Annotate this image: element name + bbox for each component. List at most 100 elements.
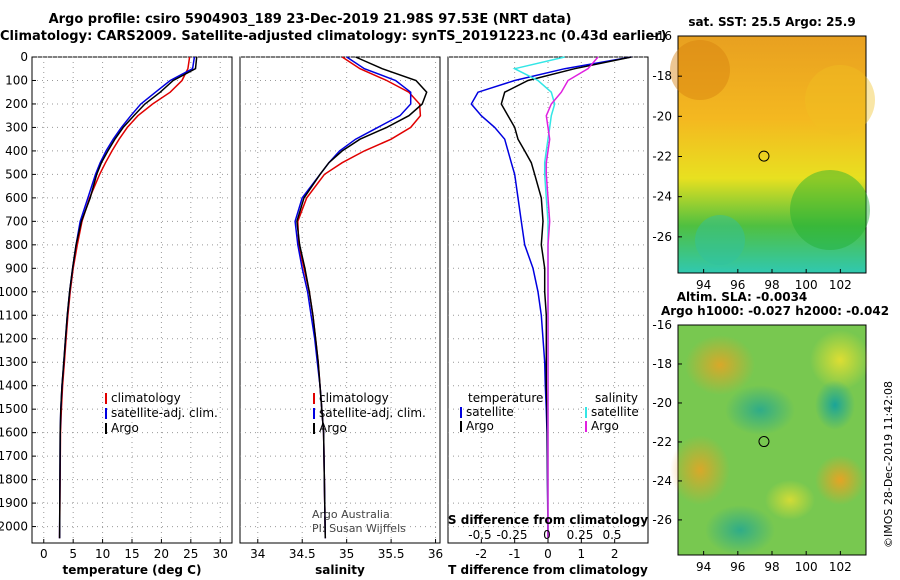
x-tick-label: 30	[213, 547, 228, 561]
map-x-tick-label: 102	[829, 560, 852, 574]
legend-label: climatology	[111, 391, 181, 405]
y-tick-label: 800	[5, 238, 28, 252]
legend-swatch	[585, 421, 587, 432]
legend-swatch	[313, 408, 315, 419]
series-line	[58, 56, 196, 539]
sst-blob	[805, 65, 875, 135]
legend-label: satellite-adj. clim.	[319, 406, 426, 420]
y-tick-label: 400	[5, 144, 28, 158]
y-tick-label: 1900	[0, 496, 28, 510]
x-tick-label: 1	[578, 547, 586, 561]
y-tick-label: 200	[5, 97, 28, 111]
credit-text: ©IMOS 28-Dec-2019 11:42:08	[882, 381, 895, 548]
map-x-tick-label: 96	[730, 560, 745, 574]
y-tick-label: 1400	[0, 379, 28, 393]
x-tick-label: 35	[339, 547, 354, 561]
x-axis-label: T difference from climatology	[448, 563, 648, 577]
y-tick-label: 1300	[0, 355, 28, 369]
series-line	[512, 56, 565, 539]
y-tick-label: 0	[20, 50, 28, 64]
sla-blob	[815, 380, 855, 430]
y-tick-label: 1000	[0, 285, 28, 299]
legend-label: satellite-adj. clim.	[111, 406, 218, 420]
sla-blob	[685, 335, 755, 395]
x-tick-label: 0	[40, 547, 48, 561]
legend-label: Argo	[111, 421, 139, 435]
x-tick-label: -1	[509, 547, 521, 561]
legend-swatch	[105, 423, 107, 434]
sst-blob	[695, 215, 745, 265]
sla-blob	[670, 435, 730, 505]
series-line	[545, 56, 599, 539]
y-tick-label: 2000	[0, 520, 28, 534]
legend-swatch	[313, 423, 315, 434]
sst-map-field	[677, 35, 867, 274]
map-y-tick-label: -16	[652, 318, 672, 332]
x-tick-label: 2	[611, 547, 619, 561]
chart-title: Argo profile: csiro 5904903_189 23-Dec-2…	[48, 12, 572, 27]
argo-position-marker	[758, 150, 770, 162]
annotation-text: Argo Australia	[312, 508, 390, 521]
panel-frame	[31, 56, 233, 544]
sla-blob	[815, 455, 865, 505]
legend-swatch	[105, 408, 107, 419]
x-tick-label: 34.5	[289, 547, 316, 561]
x-tick-label: 35.5	[378, 547, 405, 561]
legend-label: satellite	[466, 405, 514, 419]
series-line	[58, 56, 191, 539]
map-x-tick-label: 94	[696, 278, 711, 292]
series-line	[500, 56, 632, 539]
map-title: sat. SST: 25.5 Argo: 25.9	[688, 15, 855, 29]
chart-subtitle: Climatology: CARS2009. Satellite-adjuste…	[0, 29, 667, 44]
x-tick-label: 20	[154, 547, 169, 561]
y-tick-label: 100	[5, 73, 28, 87]
legend-swatch	[460, 421, 462, 432]
sla-blob	[705, 505, 775, 555]
map-x-tick-label: 96	[730, 278, 745, 292]
map-y-tick-label: -20	[652, 396, 672, 410]
x-tick-label: 10	[95, 547, 110, 561]
map-y-tick-label: -24	[652, 474, 672, 488]
series-line	[294, 56, 412, 539]
legend-swatch	[105, 393, 107, 404]
x-tick-label: 34	[250, 547, 265, 561]
legend-label: Argo	[319, 421, 347, 435]
y-tick-label: 1600	[0, 426, 28, 440]
map-x-tick-label: 98	[764, 560, 779, 574]
x-tick-label: 5	[69, 547, 77, 561]
series-line	[58, 56, 198, 539]
sla-blob	[810, 330, 870, 390]
sla-blob	[725, 385, 795, 435]
x-tick-label: 25	[183, 547, 198, 561]
legend-label: climatology	[319, 391, 389, 405]
top-axis-tick-label: 0.25	[567, 528, 594, 542]
map-x-tick-label: 100	[795, 560, 818, 574]
map-y-tick-label: -18	[652, 357, 672, 371]
legend-swatch	[313, 393, 315, 404]
map-y-tick-label: -24	[652, 190, 672, 204]
series-line	[470, 56, 632, 539]
y-tick-label: 600	[5, 191, 28, 205]
sla-blob	[765, 480, 815, 520]
y-tick-label: 1500	[0, 402, 28, 416]
map-y-tick-label: -22	[652, 150, 672, 164]
panel-frame	[239, 56, 441, 544]
x-tick-label: 0	[544, 547, 552, 561]
map-x-tick-label: 100	[795, 278, 818, 292]
argo-position-marker	[758, 436, 770, 448]
map-title: Altim. SLA: -0.0034	[677, 290, 808, 304]
y-tick-label: 900	[5, 261, 28, 275]
x-axis-label: salinity	[315, 563, 365, 577]
x-axis-label: temperature (deg C)	[63, 563, 202, 577]
top-axis-tick-label: 0.5	[602, 528, 621, 542]
legend-title: temperature	[468, 391, 543, 405]
annotation-text: PI: Susan Wijffels	[312, 522, 406, 535]
legend-label: Argo	[466, 419, 494, 433]
legend-label: Argo	[591, 419, 619, 433]
sla-map	[670, 324, 870, 556]
map-y-tick-label: -20	[652, 109, 672, 123]
map-y-tick-label: -26	[652, 230, 672, 244]
sst-map	[670, 35, 875, 274]
y-tick-label: 1800	[0, 473, 28, 487]
